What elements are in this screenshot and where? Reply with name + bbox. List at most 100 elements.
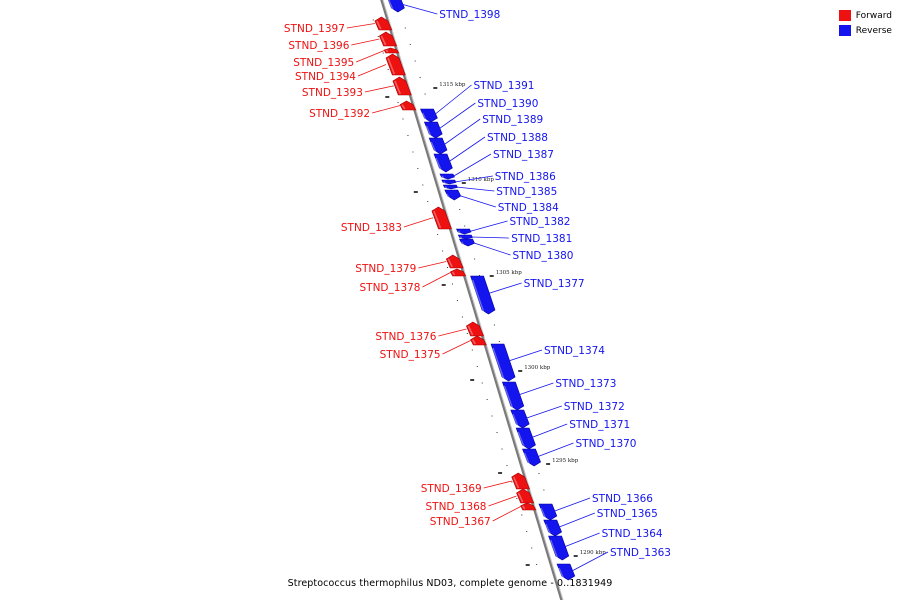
- gene-shine: [447, 258, 453, 268]
- gene-leader-line: [472, 242, 511, 256]
- gene-label: STND_1382: [510, 216, 571, 228]
- gene-leader-line: [529, 423, 568, 439]
- gene-leader-line: [456, 186, 495, 192]
- gene-stnd-1384: [444, 189, 462, 201]
- gene-leader-line: [433, 84, 472, 116]
- gene-leader-line: [483, 480, 512, 489]
- gene-stnd-1375: [470, 335, 487, 346]
- gene-leader-line: [569, 551, 609, 573]
- gene-stnd-1370: [522, 448, 541, 467]
- gene-stnd-1397: [374, 16, 393, 31]
- gene-shine: [443, 181, 446, 184]
- gene-shine: [513, 476, 520, 489]
- gene-stnd-1372: [510, 409, 530, 429]
- gene-label: STND_1378: [360, 282, 421, 294]
- gene-stnd-1366: [538, 503, 558, 521]
- reverse-swatch: [838, 25, 851, 36]
- gene-shine: [401, 104, 406, 110]
- gene-shine: [387, 57, 395, 75]
- gene-leader-line: [437, 102, 476, 131]
- gene-stnd-1367: [520, 502, 537, 511]
- gene-shine: [394, 80, 401, 95]
- gene-label: STND_1367: [430, 516, 491, 528]
- gene-shine: [451, 271, 456, 276]
- legend-item-reverse: Reverse: [838, 23, 892, 38]
- scale-mark-label: 1315 kbp: [439, 82, 466, 88]
- gene-label: STND_1394: [295, 71, 356, 83]
- gene-stnd-1365: [543, 519, 562, 537]
- gene-shine: [522, 505, 526, 510]
- gene-leader-line: [471, 236, 510, 239]
- gene-stnd-1392: [399, 100, 417, 111]
- gene-stnd-1386: [441, 179, 457, 185]
- gene-label: STND_1370: [576, 438, 637, 450]
- gene-label: STND_1377: [524, 278, 585, 290]
- gene-label: STND_1390: [477, 98, 538, 110]
- gene-leader-line: [551, 497, 591, 513]
- strand-legend: Forward Reverse: [838, 8, 892, 38]
- gene-stnd-1378: [450, 268, 467, 277]
- gene-label: STND_1392: [309, 108, 370, 120]
- gene-stnd-1398: [387, 0, 405, 13]
- gene-label: STND_1385: [496, 186, 557, 198]
- gene-stnd-1393: [392, 76, 412, 96]
- gene-shine: [492, 347, 505, 381]
- gene-shine: [471, 279, 485, 314]
- gene-stnd-1379: [445, 254, 464, 269]
- gene-label: STND_1372: [564, 401, 625, 413]
- gene-stnd-1381: [457, 234, 473, 240]
- gene-label: STND_1397: [284, 23, 345, 35]
- gene-shine: [517, 492, 524, 503]
- gene-label: STND_1371: [569, 419, 630, 431]
- genome-backbone-highlight: [382, 0, 564, 600]
- gene-leader-line: [438, 328, 467, 337]
- gene-shine: [503, 385, 514, 410]
- gene-shine: [430, 141, 437, 154]
- gene-label: STND_1383: [341, 222, 402, 234]
- gene-leader-line: [346, 23, 375, 29]
- legend-label-reverse: Reverse: [855, 25, 892, 36]
- gene-leader-line: [469, 220, 508, 232]
- gene-stnd-1389: [428, 137, 448, 155]
- gene-label: STND_1398: [439, 9, 500, 21]
- gene-leader-line: [357, 64, 387, 77]
- gene-label: STND_1379: [355, 263, 416, 275]
- gene-leader-line: [492, 506, 521, 522]
- gene-label: STND_1363: [610, 547, 671, 559]
- gene-stnd-1373: [501, 381, 525, 411]
- gene-label: STND_1393: [302, 87, 363, 99]
- gene-label: STND_1380: [513, 250, 574, 262]
- gene-stnd-1394: [385, 53, 406, 76]
- gene-leader-line: [356, 50, 385, 63]
- gene-leader-line: [441, 118, 481, 147]
- gene-stnd-1388: [433, 153, 453, 173]
- gene-leader-line: [561, 532, 600, 549]
- gene-shine: [457, 230, 461, 234]
- gene-stnd-1371: [515, 427, 536, 450]
- gene-stnd-1395: [383, 47, 400, 54]
- gene-label: STND_1389: [482, 114, 543, 126]
- gene-leader-line: [399, 3, 438, 15]
- genome-caption: Streptococcus thermophilus ND03, complet…: [287, 578, 613, 589]
- gene-stnd-1391: [420, 108, 438, 123]
- gene-stnd-1396: [379, 31, 398, 47]
- gene-leader-line: [418, 261, 447, 269]
- scale-mark-label: 1295 kbp: [552, 458, 579, 464]
- gene-label: STND_1396: [288, 40, 349, 52]
- gene-label: STND_1387: [493, 149, 554, 161]
- gene-label: STND_1368: [426, 501, 487, 513]
- gene-stnd-1374: [490, 343, 516, 382]
- gene-stnd-1390: [423, 121, 443, 139]
- gene-label: STND_1386: [495, 171, 556, 183]
- scale-mark-label: 1305 kbp: [496, 270, 523, 276]
- gene-shine: [467, 325, 474, 336]
- gene-stnd-1383: [431, 206, 452, 230]
- gene-label: STND_1388: [487, 132, 548, 144]
- gene-shine: [385, 49, 389, 53]
- gene-shine: [540, 507, 547, 520]
- gene-shine: [545, 523, 552, 536]
- gene-label: STND_1384: [498, 202, 559, 214]
- gene-label: STND_1381: [511, 233, 572, 245]
- scale-mark-label: 1300 kbp: [524, 365, 551, 371]
